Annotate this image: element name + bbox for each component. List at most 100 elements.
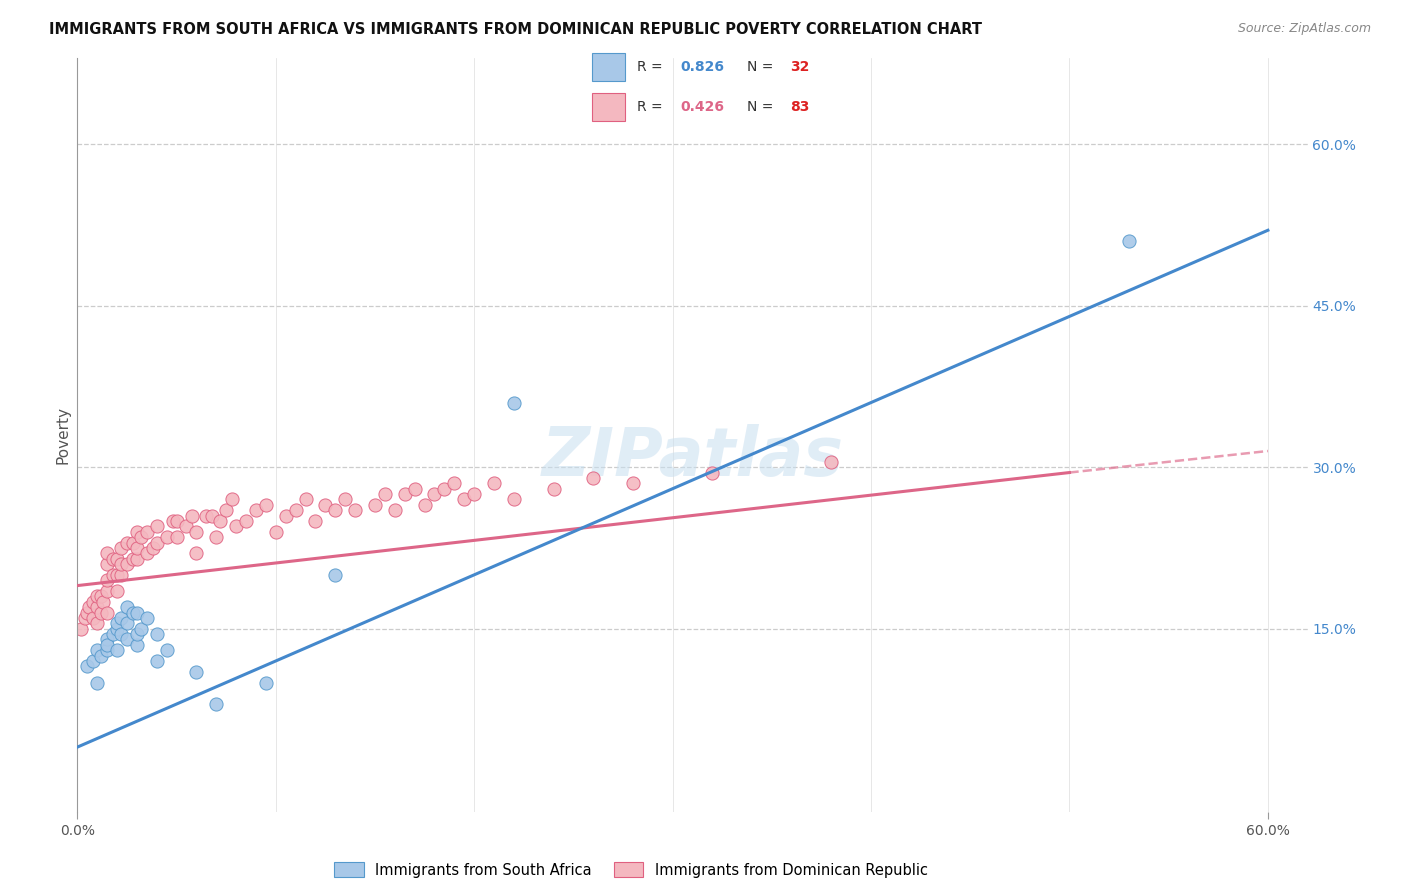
Text: 0.426: 0.426: [681, 100, 725, 114]
Point: [76, 606, 98, 620]
Point: [86, 600, 108, 615]
Point: [135, 611, 157, 625]
Point: [96, 638, 118, 652]
Point: [235, 514, 257, 528]
Point: [96, 546, 118, 560]
Point: [205, 530, 228, 544]
Point: [294, 492, 316, 507]
Point: [122, 606, 145, 620]
Point: [820, 455, 842, 469]
Point: [195, 508, 218, 523]
Point: [142, 541, 165, 555]
Point: [145, 535, 167, 549]
Point: [384, 503, 406, 517]
Point: [364, 498, 387, 512]
Point: [105, 616, 128, 631]
Point: [115, 535, 138, 549]
Point: [145, 519, 167, 533]
Point: [125, 606, 148, 620]
Point: [314, 498, 336, 512]
Text: 0.826: 0.826: [681, 60, 725, 74]
Text: Source: ZipAtlas.com: Source: ZipAtlas.com: [1237, 22, 1371, 36]
Point: [433, 482, 456, 496]
Point: [125, 627, 148, 641]
Point: [413, 498, 436, 512]
Point: [335, 492, 357, 507]
Point: [344, 503, 367, 517]
Point: [1118, 234, 1140, 248]
Point: [245, 503, 267, 517]
Point: [115, 557, 138, 571]
Point: [90, 590, 112, 604]
Point: [110, 541, 132, 555]
Point: [129, 530, 152, 544]
Point: [91, 595, 114, 609]
Point: [284, 503, 307, 517]
Point: [75, 611, 97, 625]
Point: [115, 600, 138, 615]
Point: [482, 476, 505, 491]
Text: N =: N =: [747, 100, 778, 114]
Point: [181, 508, 204, 523]
Point: [145, 627, 167, 641]
Point: [96, 606, 118, 620]
Point: [96, 584, 118, 599]
Point: [115, 616, 138, 631]
Text: ZIPatlas: ZIPatlas: [541, 425, 844, 491]
Point: [394, 487, 416, 501]
Point: [82, 611, 104, 625]
Point: [82, 654, 104, 668]
Y-axis label: Poverty: Poverty: [55, 406, 70, 464]
Point: [221, 492, 243, 507]
Point: [96, 632, 118, 647]
Legend: Immigrants from South Africa, Immigrants from Dominican Republic: Immigrants from South Africa, Immigrants…: [329, 856, 934, 884]
Bar: [592, 93, 624, 120]
Point: [156, 643, 179, 657]
Point: [129, 622, 152, 636]
Point: [323, 503, 346, 517]
Point: [86, 643, 108, 657]
Point: [105, 551, 128, 566]
Point: [209, 514, 232, 528]
Point: [105, 584, 128, 599]
Point: [125, 541, 148, 555]
Point: [122, 551, 145, 566]
Point: [125, 524, 148, 539]
Point: [105, 643, 128, 657]
Point: [76, 659, 98, 673]
Point: [323, 567, 346, 582]
Point: [702, 466, 724, 480]
Text: N =: N =: [747, 60, 778, 74]
Point: [502, 492, 524, 507]
Point: [215, 503, 238, 517]
Point: [110, 611, 132, 625]
Point: [274, 508, 297, 523]
Point: [186, 524, 208, 539]
Point: [186, 665, 208, 679]
Point: [96, 573, 118, 587]
Point: [77, 600, 100, 615]
Text: R =: R =: [637, 100, 666, 114]
Point: [135, 546, 157, 560]
Point: [135, 524, 157, 539]
Point: [86, 590, 108, 604]
Point: [463, 487, 485, 501]
Point: [110, 567, 132, 582]
Text: R =: R =: [637, 60, 666, 74]
Point: [423, 487, 446, 501]
Point: [105, 622, 128, 636]
Point: [122, 535, 145, 549]
Point: [145, 654, 167, 668]
Point: [621, 476, 644, 491]
Point: [254, 498, 277, 512]
Point: [115, 632, 138, 647]
Point: [125, 551, 148, 566]
Point: [205, 697, 228, 711]
Point: [105, 567, 128, 582]
Point: [443, 476, 465, 491]
Point: [70, 622, 93, 636]
Text: 32: 32: [790, 60, 810, 74]
Point: [110, 627, 132, 641]
Point: [225, 519, 247, 533]
Point: [582, 471, 605, 485]
